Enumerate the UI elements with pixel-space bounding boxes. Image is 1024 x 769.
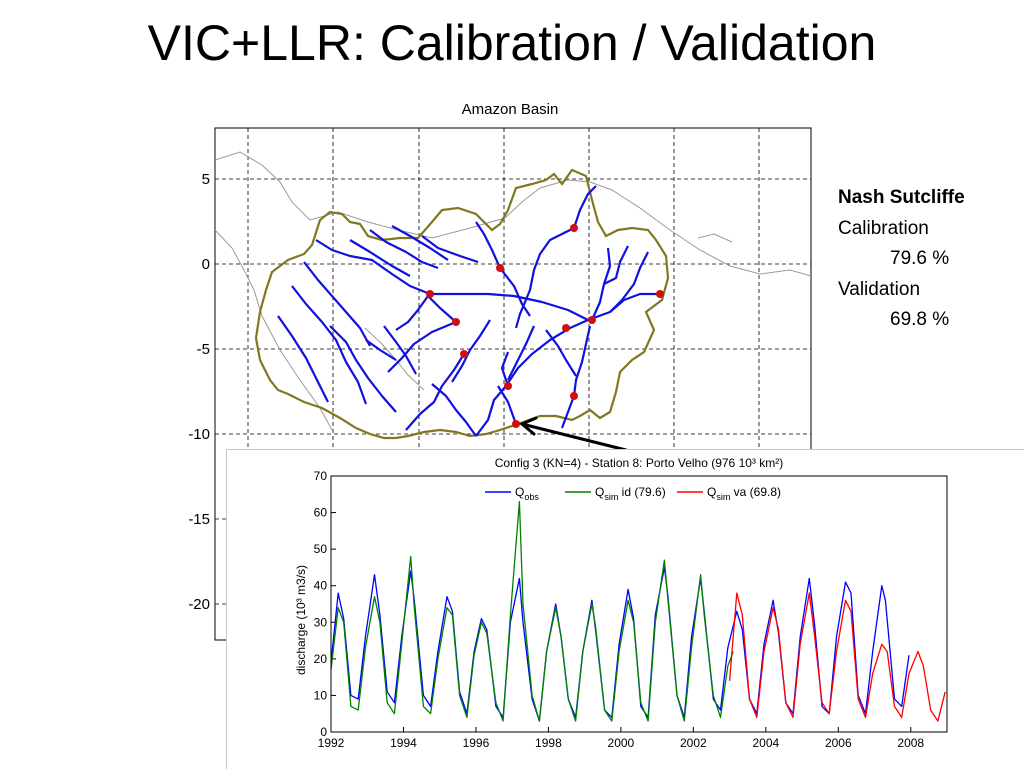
chart-y-axis-label: discharge (10³ m3/s) xyxy=(294,565,308,675)
calibration-value: 79.6 % xyxy=(890,248,950,269)
chart-axes: 1992 1994 1996 1998 2000 2002 2004 2006 2008 0 10 2… xyxy=(314,469,925,750)
map-y-tick-label: -20 xyxy=(188,596,210,613)
nash-header: Nash Sutcliffe xyxy=(838,187,965,208)
station-marker xyxy=(570,224,578,232)
nash-sutcliffe-box: Nash Sutcliffe Calibration 79.6 % Valida… xyxy=(838,183,965,336)
station-marker xyxy=(570,392,578,400)
chart-title: Config 3 (KN=4) - Station 8: Porto Velho… xyxy=(495,456,783,470)
y-tick-label: 10 xyxy=(314,688,328,702)
legend-entry: Qsim va (69.8) xyxy=(707,485,781,502)
map-y-tick-label: -10 xyxy=(188,426,210,443)
validation-value: 69.8 % xyxy=(890,309,950,330)
map-y-ticks: 5 0 -5 -10 -15 -20 xyxy=(188,171,210,613)
x-tick-label: 1998 xyxy=(535,736,562,750)
map-y-tick-label: 0 xyxy=(202,256,210,273)
y-tick-label: 0 xyxy=(320,725,327,739)
map-y-tick-label: -5 xyxy=(197,341,210,358)
x-tick-label: 2004 xyxy=(752,736,779,750)
river-network xyxy=(277,185,660,437)
station-marker xyxy=(588,316,596,324)
map-title: Amazon Basin xyxy=(462,101,559,118)
basin-boundary xyxy=(254,168,670,440)
station-marker xyxy=(504,382,512,390)
x-tick-label: 1996 xyxy=(463,736,490,750)
y-tick-label: 30 xyxy=(314,615,328,629)
calibration-label: Calibration xyxy=(838,217,929,239)
station-marker xyxy=(426,290,434,298)
chart-plot-frame xyxy=(330,475,948,733)
discharge-chart-panel: Config 3 (KN=4) - Station 8: Porto Velho… xyxy=(226,449,1024,769)
x-tick-label: 1994 xyxy=(390,736,417,750)
pointer-arrow xyxy=(519,416,628,452)
station-marker xyxy=(562,324,570,332)
series-line xyxy=(728,592,946,722)
slide-title: VIC+LLR: Calibration / Validation xyxy=(147,15,877,71)
map-coastlines xyxy=(214,151,812,431)
x-tick-label: 1992 xyxy=(318,736,345,750)
x-tick-label: 2006 xyxy=(825,736,852,750)
y-tick-label: 60 xyxy=(314,506,328,520)
y-tick-label: 50 xyxy=(314,542,328,556)
validation-label: Validation xyxy=(838,278,921,300)
y-tick-label: 70 xyxy=(314,469,328,483)
y-tick-label: 40 xyxy=(314,579,328,593)
station-marker xyxy=(512,420,520,428)
x-tick-label: 2002 xyxy=(680,736,707,750)
station-marker xyxy=(452,318,460,326)
series-line xyxy=(330,500,734,722)
series-line xyxy=(330,566,910,722)
legend-entry: Qsim id (79.6) xyxy=(595,485,666,502)
station-markers xyxy=(426,224,664,428)
map-y-tick-label: -15 xyxy=(188,511,210,528)
station-marker xyxy=(460,350,468,358)
station-marker xyxy=(496,264,504,272)
chart-series xyxy=(330,500,946,722)
chart-legend: Qobs Qsim id (79.6) Qsim va (69.8) xyxy=(485,485,781,502)
x-tick-label: 2008 xyxy=(897,736,924,750)
map-y-tick-label: 5 xyxy=(202,171,210,188)
y-tick-label: 20 xyxy=(314,652,328,666)
x-tick-label: 2000 xyxy=(608,736,635,750)
station-marker xyxy=(656,290,664,298)
legend-entry: Qobs xyxy=(515,485,539,502)
